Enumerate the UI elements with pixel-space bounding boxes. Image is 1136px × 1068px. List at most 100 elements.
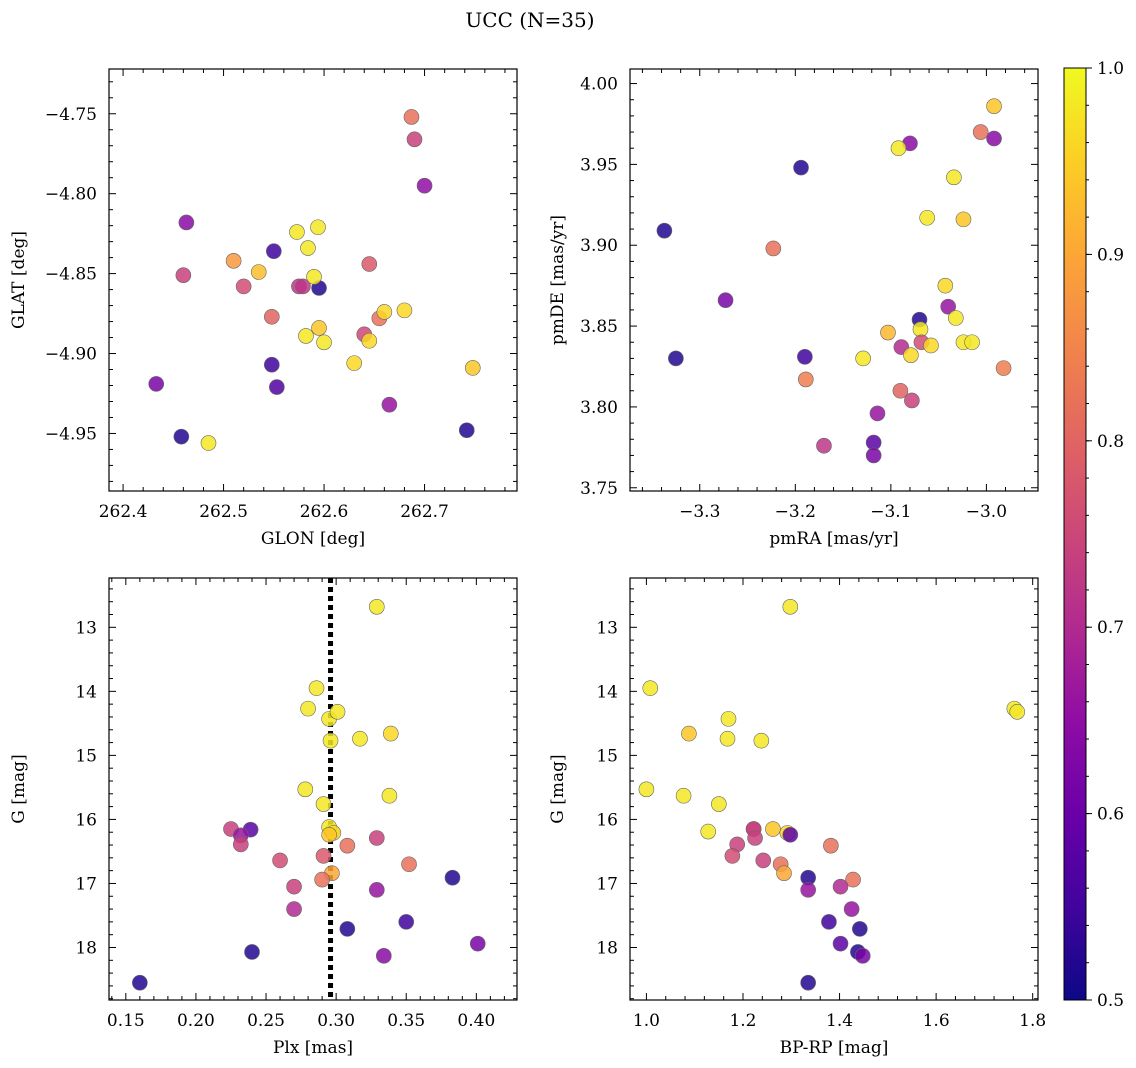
x-tick-label: −3.2 xyxy=(775,502,816,522)
x-tick-label: 1.4 xyxy=(826,1011,853,1031)
scatter-point xyxy=(800,974,816,991)
scatter-point xyxy=(1009,704,1026,720)
x-axis-label: pmRA [mas/yr] xyxy=(769,529,898,549)
scatter-point xyxy=(937,277,954,294)
x-tick-label: 1.8 xyxy=(1019,1011,1046,1031)
y-tick-label: 14 xyxy=(75,682,97,702)
scatter-point xyxy=(346,355,363,371)
scatter-point xyxy=(289,224,305,240)
scatter-point xyxy=(361,332,378,349)
x-tick-label: −3.0 xyxy=(966,502,1007,522)
scatter-point xyxy=(903,347,919,363)
scatter-point xyxy=(300,240,316,256)
scatter-point xyxy=(940,298,956,315)
scatter-point xyxy=(232,836,249,853)
scatter-point xyxy=(286,878,302,895)
scatter-point xyxy=(148,376,165,392)
scatter-point xyxy=(401,856,417,873)
scatter-point xyxy=(832,935,849,952)
scatter-point xyxy=(845,871,861,888)
scatter-point xyxy=(904,392,920,409)
scatter-point xyxy=(724,848,741,864)
scatter-point xyxy=(200,435,217,451)
scatter-point xyxy=(923,337,939,354)
scatter-point xyxy=(964,334,980,351)
scatter-point xyxy=(946,169,962,186)
scatter-point xyxy=(458,422,475,439)
scatter-point xyxy=(798,371,814,388)
scatter-point xyxy=(398,914,415,930)
colorbar-tick-label: 0.8 xyxy=(1097,432,1124,452)
scatter-point xyxy=(322,732,339,749)
scatter-point xyxy=(352,730,368,747)
y-tick-label: 3.75 xyxy=(580,479,618,499)
scatter-point xyxy=(892,382,909,399)
y-tick-label: 17 xyxy=(596,874,618,894)
scatter-point xyxy=(711,796,727,812)
scatter-point xyxy=(986,98,1002,114)
colorbar-tick-label: 0.6 xyxy=(1097,805,1124,825)
scatter-point xyxy=(396,302,413,319)
scatter-point xyxy=(316,334,332,351)
scatter-point xyxy=(235,278,252,295)
scatter-point xyxy=(250,264,267,280)
colorbar: 0.5 0.6 0.7 0.8 0.9 1.0 xyxy=(1063,59,1124,1011)
scatter-point xyxy=(297,781,314,798)
scatter-point xyxy=(444,869,461,886)
scatter-point xyxy=(816,437,832,454)
scatter-point xyxy=(852,921,868,937)
scatter-point xyxy=(765,240,782,257)
scatter-point xyxy=(638,781,655,798)
scatter-point xyxy=(321,826,337,843)
y-tick-label: −4.90 xyxy=(45,345,97,365)
x-tick-label: 0.20 xyxy=(177,1011,215,1031)
scatter-point xyxy=(675,787,692,804)
scatter-point xyxy=(782,826,799,843)
scatter-point xyxy=(300,700,316,717)
scatter-panel: 262.4 262.5 262.6 262.7 −4.95 −4.90 −4.85 −4.80… xyxy=(9,68,518,549)
y-tick-label: 3.85 xyxy=(580,317,618,337)
y-tick-label: 14 xyxy=(596,682,618,702)
scatter-panel: 1.0 1.2 1.4 1.6 1.8 13 14 15 16 17 18 BP-RP [mag] G … xyxy=(548,577,1046,1058)
y-tick-label: 3.80 xyxy=(580,398,618,418)
y-tick-label: 13 xyxy=(75,618,97,638)
x-tick-label: 1.2 xyxy=(729,1011,756,1031)
scatter-point xyxy=(832,878,849,895)
scatter-point xyxy=(986,130,1002,147)
scatter-point xyxy=(800,882,816,898)
scatter-point xyxy=(776,865,792,882)
scatter-point xyxy=(416,177,433,194)
scatter-point xyxy=(972,124,989,140)
x-tick-label: 0.40 xyxy=(457,1011,495,1031)
scatter-point xyxy=(753,732,770,749)
scatter-point xyxy=(793,159,809,176)
scatter-point xyxy=(368,599,385,615)
scatter-point xyxy=(821,914,837,930)
scatter-point xyxy=(368,830,385,846)
plot-frame xyxy=(108,68,518,492)
scatter-point xyxy=(272,852,288,869)
scatter-point xyxy=(308,680,325,696)
scatter-point xyxy=(286,901,302,917)
scatter-point xyxy=(865,447,882,464)
y-tick-label: 13 xyxy=(596,618,618,638)
scatter-point xyxy=(381,787,398,804)
y-tick-label: 4.00 xyxy=(580,75,618,95)
scatter-point xyxy=(368,882,385,898)
scatter-point xyxy=(854,948,871,964)
colorbar-tick-label: 0.7 xyxy=(1097,618,1124,638)
y-tick-label: −4.80 xyxy=(45,185,97,205)
scatter-point xyxy=(755,852,772,869)
x-tick-label: 0.35 xyxy=(387,1011,425,1031)
y-tick-label: 15 xyxy=(596,746,618,766)
scatter-point xyxy=(178,214,195,231)
y-tick-label: −4.95 xyxy=(45,424,97,444)
y-axis-label: G [mag] xyxy=(548,754,568,823)
scatter-point xyxy=(175,267,192,284)
scatter-point xyxy=(376,304,393,320)
y-tick-label: 16 xyxy=(75,810,97,830)
x-axis-label: GLON [deg] xyxy=(261,529,365,549)
scatter-point xyxy=(797,349,813,365)
scatter-point xyxy=(955,211,972,228)
scatter-point xyxy=(314,871,330,888)
